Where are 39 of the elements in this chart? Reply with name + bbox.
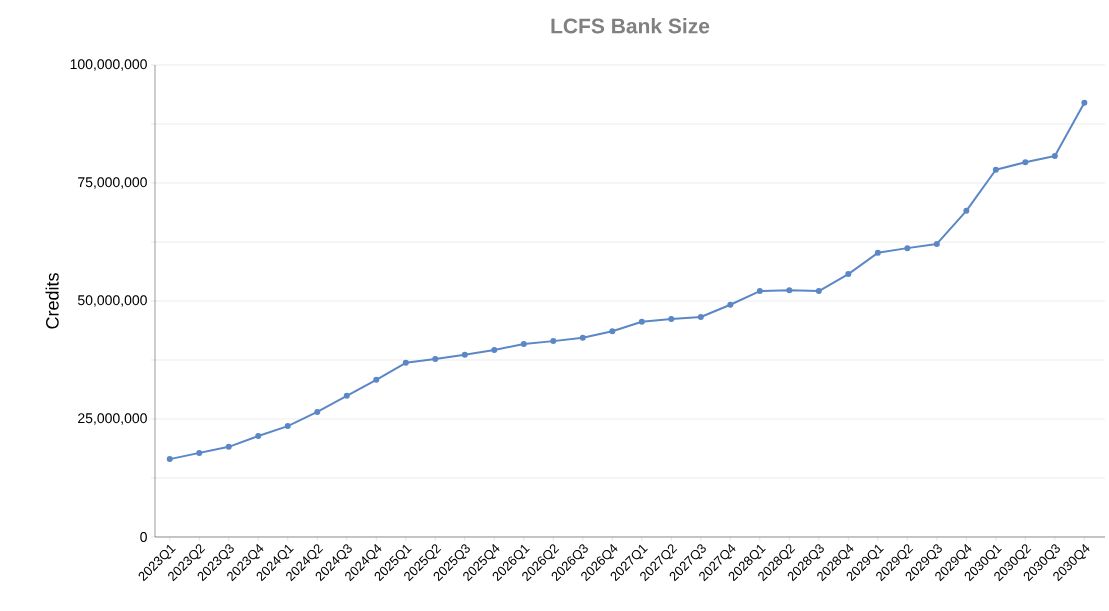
y-tick-label: 100,000,000: [70, 59, 147, 71]
point: [491, 347, 498, 354]
point: [579, 334, 586, 341]
point: [697, 314, 704, 321]
point: [1051, 153, 1058, 160]
y-tick-label: 50,000,000: [77, 295, 147, 307]
point: [815, 288, 822, 295]
point: [284, 423, 291, 430]
y-tick-label: 25,000,000: [78, 413, 147, 425]
point: [225, 443, 232, 450]
point: [550, 338, 557, 345]
point: [638, 318, 645, 325]
point: [1081, 99, 1088, 106]
point: [196, 449, 203, 456]
point: [668, 315, 675, 322]
point: [343, 392, 350, 399]
y-tick-label: 0: [140, 532, 147, 542]
point: [904, 245, 911, 252]
point: [166, 456, 173, 463]
y-tick-label: 75,000,000: [78, 177, 147, 189]
point: [727, 301, 734, 308]
point: [432, 356, 439, 363]
y-axis-title: Credits: [45, 273, 59, 329]
point: [963, 207, 970, 214]
point: [756, 288, 763, 295]
point: [933, 240, 940, 247]
point: [786, 287, 793, 294]
point: [255, 432, 262, 439]
point: [314, 408, 321, 415]
point: [402, 359, 409, 366]
point: [1022, 159, 1029, 166]
point: [609, 328, 616, 335]
point: [461, 351, 468, 358]
point: [845, 271, 852, 278]
chart-title: LCFS Bank Size: [551, 18, 710, 34]
point: [373, 376, 380, 383]
point: [992, 166, 999, 173]
point: [874, 249, 881, 256]
point: [520, 340, 527, 347]
